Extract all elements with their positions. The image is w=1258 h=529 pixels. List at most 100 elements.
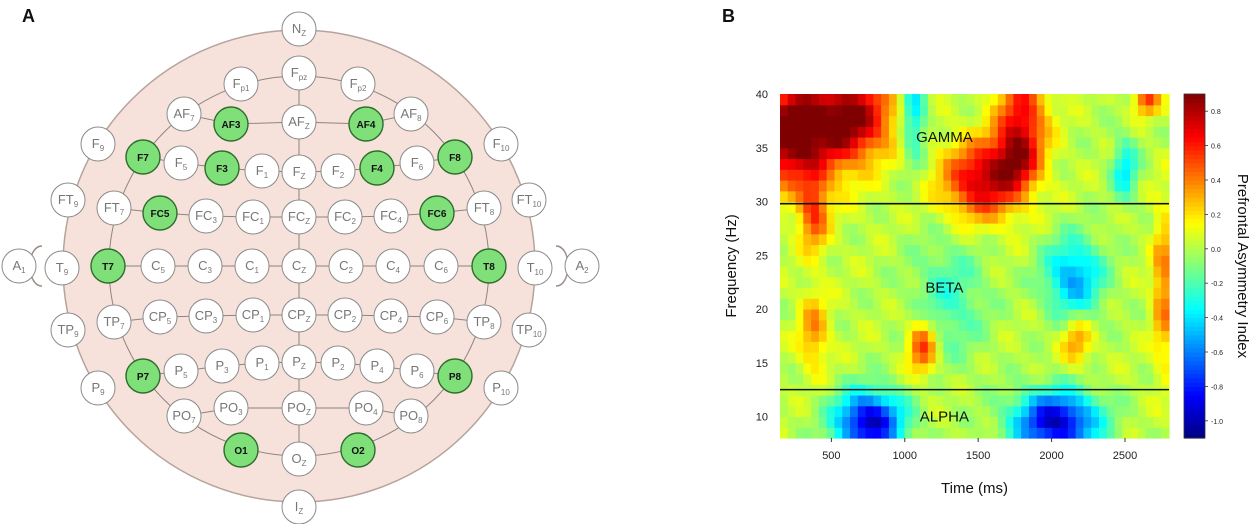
- heatmap-cell: [1106, 276, 1116, 289]
- heatmap-cell: [1130, 190, 1139, 203]
- heatmap-cell: [857, 319, 867, 332]
- heatmap-cell: [958, 104, 968, 117]
- heatmap-cell: [927, 266, 937, 278]
- heatmap-cell: [927, 298, 937, 310]
- colorbar-segment: [1184, 399, 1205, 405]
- heatmap-cell: [857, 115, 867, 127]
- heatmap-cell: [780, 104, 789, 117]
- heatmap-cell: [935, 190, 944, 203]
- heatmap-cell: [958, 395, 968, 407]
- heatmap-cell: [1036, 147, 1046, 160]
- heatmap-cell: [1137, 137, 1147, 149]
- heatmap-cell: [795, 244, 804, 256]
- heatmap-cell: [1060, 362, 1069, 375]
- heatmap-cell: [803, 244, 812, 256]
- colorbar-segment: [1184, 184, 1205, 190]
- electrode-circle: [340, 432, 376, 468]
- heatmap-cell: [1153, 395, 1162, 407]
- heatmap-cell: [1145, 362, 1155, 375]
- heatmap-cell: [1098, 427, 1108, 439]
- heatmap-cell: [881, 362, 890, 375]
- heatmap-cell: [857, 233, 867, 246]
- heatmap-cell: [935, 255, 944, 267]
- heatmap-cell: [865, 137, 874, 149]
- heatmap-cell: [974, 373, 983, 385]
- heatmap-cell: [826, 190, 836, 203]
- electrode-nz: NZ: [281, 11, 317, 47]
- heatmap-cell: [1145, 223, 1155, 235]
- heatmap-cell: [920, 244, 929, 256]
- colorbar-segment: [1184, 420, 1205, 426]
- heatmap-cell: [904, 158, 913, 170]
- colorbar-segment: [1184, 253, 1205, 258]
- heatmap-cell: [1028, 147, 1038, 160]
- heatmap-cell: [958, 180, 968, 192]
- heatmap-cell: [811, 94, 820, 106]
- heatmap-cell: [1161, 115, 1170, 127]
- heatmap-cell: [881, 309, 890, 321]
- heatmap-cell: [958, 319, 968, 332]
- electrode-circle: [393, 96, 429, 132]
- electrode-f3: F3: [204, 150, 240, 186]
- heatmap-cell: [811, 276, 820, 289]
- heatmap-cell: [904, 94, 913, 106]
- electrode-ft10: FT10: [511, 182, 547, 218]
- heatmap-cell: [803, 266, 812, 278]
- heatmap-cell: [1137, 341, 1147, 353]
- electrode-p1: P1: [244, 345, 280, 381]
- heatmap-cell: [1013, 362, 1022, 375]
- heatmap-cell: [1005, 244, 1014, 256]
- electrode-circle: [511, 182, 547, 218]
- colorbar-tick-label: -0.6: [1211, 350, 1223, 357]
- heatmap-cell: [974, 395, 983, 407]
- heatmap-cell: [1060, 115, 1069, 127]
- heatmap-cell: [850, 233, 859, 246]
- heatmap-cell: [997, 330, 1007, 342]
- heatmap-cell: [1083, 137, 1092, 149]
- y-tick-label: 30: [756, 197, 768, 209]
- heatmap-cell: [951, 330, 960, 342]
- heatmap-cell: [780, 201, 789, 213]
- heatmap-cell: [958, 427, 968, 439]
- heatmap-cell: [1161, 416, 1170, 428]
- heatmap-cell: [873, 362, 882, 375]
- electrode-fcz: FCZ: [281, 199, 317, 235]
- heatmap-cell: [951, 405, 960, 418]
- heatmap-cell: [1067, 147, 1077, 160]
- heatmap-cell: [997, 319, 1007, 332]
- heatmap-cell: [888, 180, 898, 192]
- heatmap-cell: [826, 147, 836, 160]
- heatmap-cell: [803, 352, 812, 364]
- heatmap-cell: [787, 330, 797, 342]
- heatmap-cell: [811, 352, 820, 364]
- heatmap-cell: [811, 244, 820, 256]
- x-tick-label: 500: [822, 450, 840, 462]
- heatmap-cell: [811, 427, 820, 439]
- heatmap-cell: [1122, 309, 1131, 321]
- heatmap-cell: [1036, 405, 1046, 418]
- heatmap-cell: [850, 373, 859, 385]
- heatmap-cell: [865, 147, 874, 160]
- electrode-circle: [281, 390, 317, 426]
- heatmap-cell: [904, 137, 913, 149]
- heatmap-cell: [935, 244, 944, 256]
- heatmap-cell: [1145, 94, 1155, 106]
- heatmap-cell: [943, 137, 952, 149]
- heatmap-cell: [990, 233, 999, 246]
- electrode-label: F10: [493, 136, 510, 153]
- electrode-af3: AF3: [213, 106, 249, 142]
- heatmap-cell: [1161, 233, 1170, 246]
- electrode-label: O2: [351, 446, 365, 457]
- electrode-cp4: CP4: [373, 298, 409, 334]
- heatmap-cell: [1114, 212, 1123, 224]
- heatmap-cell: [834, 341, 843, 353]
- heatmap-cell: [951, 352, 960, 364]
- heatmap-cell: [1106, 223, 1116, 235]
- heatmap-cell: [780, 244, 789, 256]
- electrode-label: T10: [527, 260, 544, 277]
- heatmap-cell: [958, 169, 968, 181]
- heatmap-cell: [873, 341, 882, 353]
- heatmap-cell: [865, 309, 874, 321]
- heatmap-cell: [974, 158, 983, 170]
- heatmap-cell: [780, 287, 789, 299]
